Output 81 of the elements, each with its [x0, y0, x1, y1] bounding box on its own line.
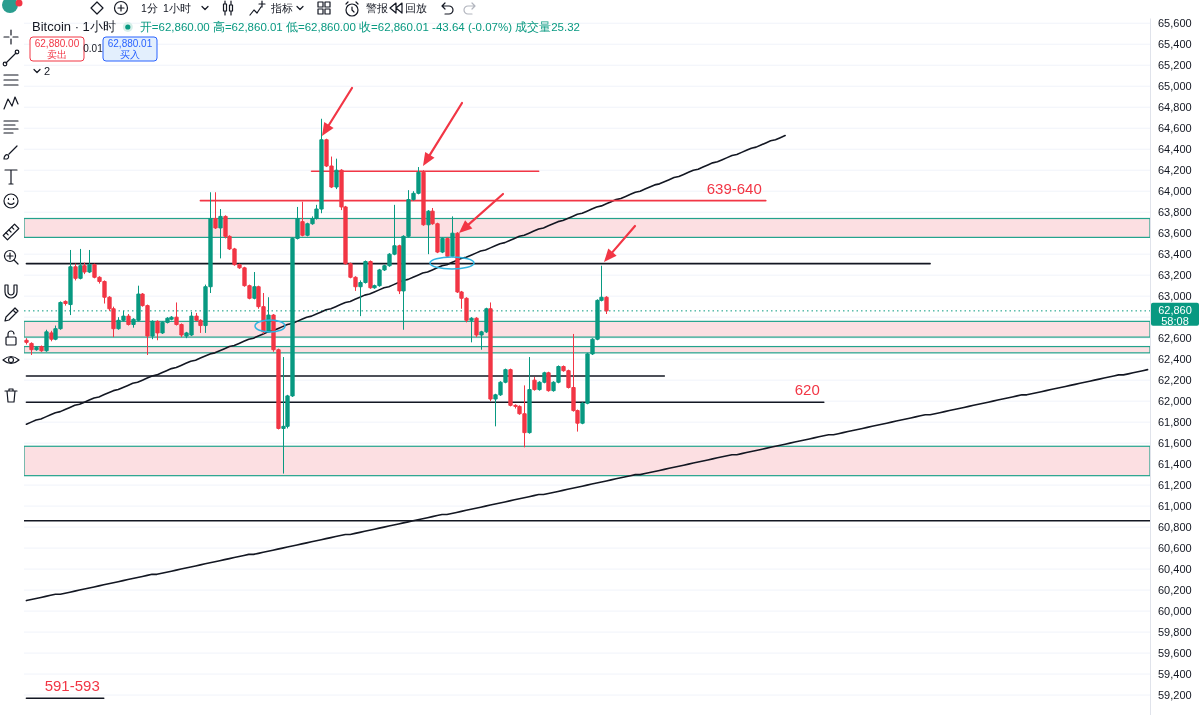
y-tick-label: 62,000 — [1158, 395, 1192, 408]
candlestick — [73, 263, 78, 281]
y-tick-label: 60,000 — [1158, 605, 1192, 618]
y-tick-label: 63,000 — [1158, 290, 1192, 303]
y-tick-label: 65,600 — [1158, 17, 1192, 30]
annotation: 639-640 — [706, 179, 762, 197]
y-tick-label: 61,200 — [1158, 479, 1192, 492]
y-tick-label: 61,800 — [1158, 416, 1192, 429]
candlestick — [155, 319, 160, 341]
candlestick — [34, 346, 39, 352]
y-tick-label: 59,800 — [1158, 626, 1192, 639]
y-tick-label: 62,600 — [1158, 332, 1192, 345]
text: 1分 — [141, 2, 158, 14]
annotation: 0.01 — [83, 43, 104, 54]
candlestick — [527, 356, 532, 435]
candlestick — [29, 341, 34, 356]
y-tick-label: 63,600 — [1158, 227, 1192, 240]
y-tick-label: 59,600 — [1158, 647, 1192, 660]
y-tick-label: 64,000 — [1158, 185, 1192, 198]
y-tick-label: 65,400 — [1158, 38, 1192, 51]
y-tick-label: 64,600 — [1158, 122, 1192, 135]
candlestick — [126, 313, 131, 327]
candlestick — [445, 236, 450, 258]
candlestick — [334, 158, 339, 190]
candlestick — [440, 236, 445, 254]
text: 警报 — [366, 2, 388, 14]
candlestick — [426, 209, 431, 255]
candlestick — [87, 249, 92, 274]
annotation: 591-593 — [44, 677, 100, 695]
text: 1小时 — [163, 2, 191, 14]
candlestick — [44, 329, 49, 353]
y-tick-label: 63,200 — [1158, 269, 1192, 282]
annotation: 62,880.01 — [107, 38, 153, 49]
line-series — [25, 368, 1149, 602]
y-tick-label: 64,800 — [1158, 101, 1192, 114]
candlestick — [39, 345, 44, 353]
candlestick — [218, 208, 223, 259]
candlestick — [469, 316, 474, 343]
y-tick-label: 59,200 — [1158, 689, 1192, 702]
candlestick — [63, 299, 68, 307]
y-tick-label: 65,000 — [1158, 80, 1192, 93]
y-tick-label: 64,200 — [1158, 164, 1192, 177]
candlestick — [82, 262, 87, 275]
candlestick — [488, 301, 493, 402]
annotation: 620 — [794, 381, 820, 399]
annotation: 买入 — [120, 48, 140, 60]
y-tick-label: 60,800 — [1158, 521, 1192, 534]
candlestick — [169, 315, 174, 321]
candlestick — [49, 330, 54, 342]
candlestick — [450, 215, 455, 258]
annotation: 2 — [44, 65, 51, 77]
y-tick-label: 63,400 — [1158, 248, 1192, 261]
candlestick — [252, 271, 257, 300]
candlestick — [474, 316, 479, 338]
y-tick-label: 62,400 — [1158, 353, 1192, 366]
candlestick — [604, 295, 609, 315]
y-tick-label: 60,200 — [1158, 584, 1192, 597]
candlestick — [546, 371, 551, 393]
text: 回放 — [405, 2, 427, 14]
y-tick-label: 62,200 — [1158, 374, 1192, 387]
annotation: 62,880.00 — [34, 38, 80, 49]
y-tick-label: 61,000 — [1158, 500, 1192, 513]
candlestick — [78, 248, 83, 280]
candlestick — [532, 376, 537, 392]
y-tick-label: 64,400 — [1158, 143, 1192, 156]
y-tick-label: 61,400 — [1158, 458, 1192, 471]
y-tick-label: 60,400 — [1158, 563, 1192, 576]
ref-line-label: 62,860 — [1158, 304, 1192, 317]
y-tick-label: 65,200 — [1158, 59, 1192, 72]
candlestick — [150, 319, 155, 340]
chart-subtitle: 开=62,860.00 高=62,860.01 低=62,860.00 收=62,860.01 -43.64 (-0.07%) 成交量25.32 — [139, 20, 580, 33]
y-tick-label: 63,800 — [1158, 206, 1192, 219]
candlestick — [24, 337, 29, 345]
candlestick — [368, 259, 373, 290]
candlestick — [281, 356, 286, 475]
annotation: 卖出 — [47, 48, 67, 60]
chart-title: Bitcoin · 1小时 — [32, 19, 116, 34]
text: 指标 — [270, 2, 293, 14]
y-tick-label: 61,600 — [1158, 437, 1192, 450]
y-tick-label: 59,400 — [1158, 668, 1192, 681]
y-tick-label: 60,600 — [1158, 542, 1192, 555]
